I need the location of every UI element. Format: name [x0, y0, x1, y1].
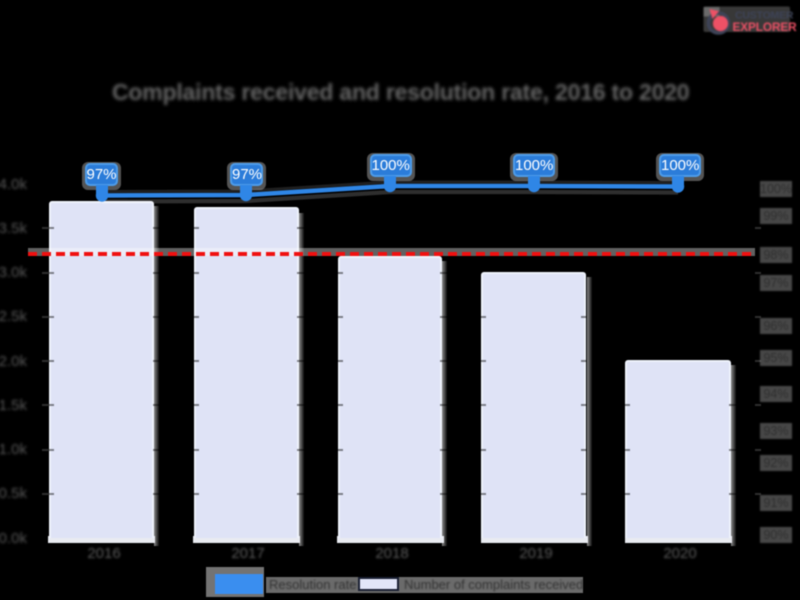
- svg-text:EXPLORER: EXPLORER: [733, 20, 798, 34]
- svg-text:CUSTOMER: CUSTOMER: [735, 10, 794, 22]
